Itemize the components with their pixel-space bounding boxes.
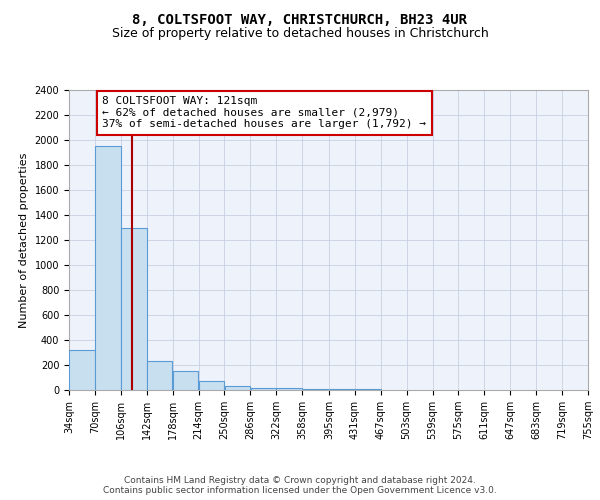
Bar	[199, 380, 224, 390]
Bar	[121, 228, 146, 390]
Text: 8 COLTSFOOT WAY: 121sqm
← 62% of detached houses are smaller (2,979)
37% of semi: 8 COLTSFOOT WAY: 121sqm ← 62% of detache…	[102, 96, 426, 130]
Bar	[224, 386, 250, 390]
Y-axis label: Number of detached properties: Number of detached properties	[19, 152, 29, 328]
Text: Contains HM Land Registry data © Crown copyright and database right 2024.
Contai: Contains HM Land Registry data © Crown c…	[103, 476, 497, 495]
Bar	[95, 146, 121, 390]
Text: Size of property relative to detached houses in Christchurch: Size of property relative to detached ho…	[112, 28, 488, 40]
Bar	[277, 388, 302, 390]
Bar	[251, 388, 276, 390]
Text: 8, COLTSFOOT WAY, CHRISTCHURCH, BH23 4UR: 8, COLTSFOOT WAY, CHRISTCHURCH, BH23 4UR	[133, 12, 467, 26]
Bar	[69, 350, 95, 390]
Bar	[329, 389, 355, 390]
Bar	[302, 389, 328, 390]
Bar	[147, 361, 172, 390]
Bar	[173, 371, 199, 390]
